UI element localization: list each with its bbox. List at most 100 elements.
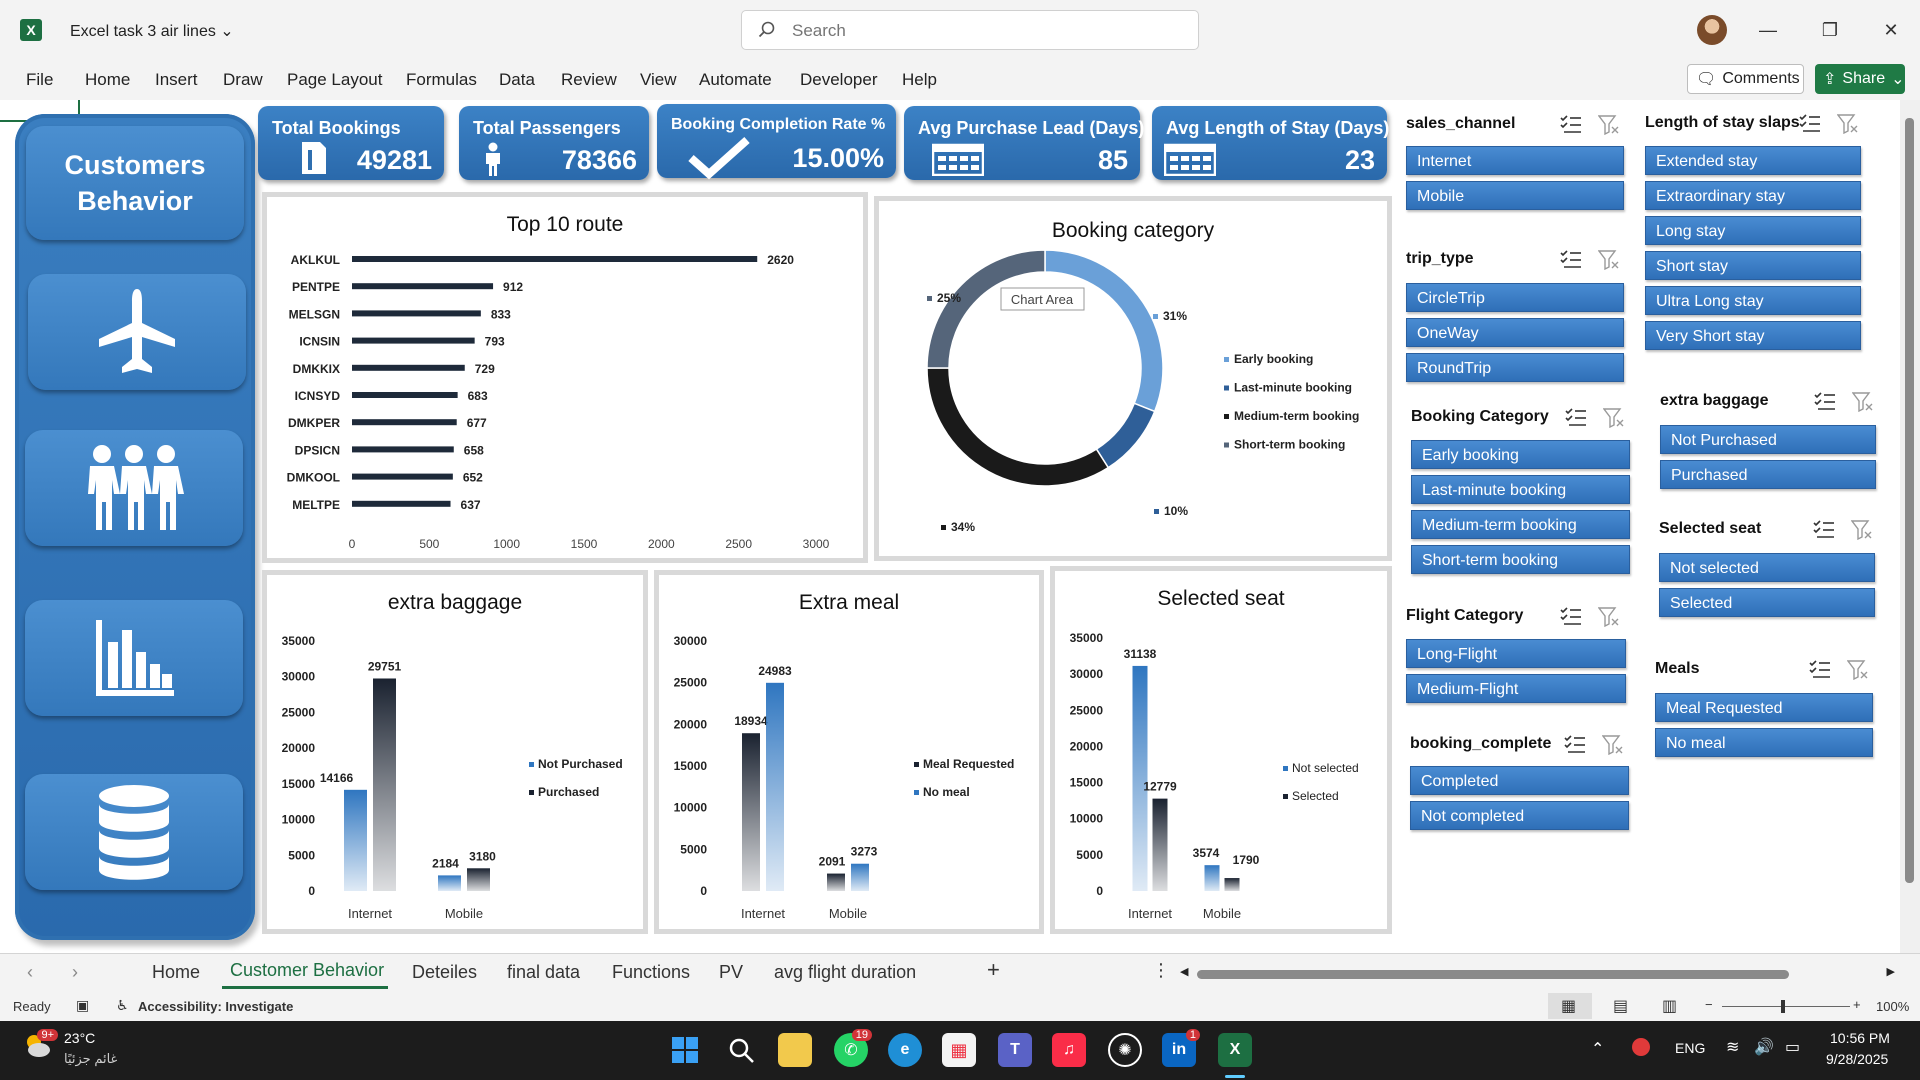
slicer-item[interactable]: Not selected bbox=[1659, 553, 1875, 582]
multi-select-icon[interactable] bbox=[1809, 660, 1831, 680]
slicer-item[interactable]: Selected bbox=[1659, 588, 1875, 617]
scroll-left-icon[interactable]: ◀ bbox=[1180, 966, 1189, 978]
route-bar[interactable] bbox=[352, 500, 451, 507]
bar[interactable] bbox=[467, 868, 490, 891]
slicer-item[interactable]: Meal Requested bbox=[1655, 693, 1873, 722]
menu-automate[interactable]: Automate bbox=[699, 70, 772, 89]
bar[interactable] bbox=[827, 873, 845, 891]
menu-home[interactable]: Home bbox=[85, 70, 131, 89]
clear-filter-icon[interactable] bbox=[1598, 115, 1620, 135]
whatsapp-icon[interactable]: ✆ 19 bbox=[834, 1029, 872, 1067]
start-icon[interactable] bbox=[668, 1033, 702, 1067]
slicer-item[interactable]: Purchased bbox=[1660, 460, 1876, 489]
selected-seat-chart[interactable]: Selected seat 0 5000 10000 15000 20000 25000 3… bbox=[1050, 566, 1392, 934]
slicer-item[interactable]: Not Purchased bbox=[1660, 425, 1876, 454]
bar[interactable] bbox=[1204, 865, 1220, 891]
menu-view[interactable]: View bbox=[640, 70, 677, 89]
tab-customer-behavior[interactable]: Customer Behavior bbox=[230, 960, 385, 980]
wifi-icon[interactable]: ≋ bbox=[1726, 1039, 1740, 1056]
clear-filter-icon[interactable] bbox=[1847, 660, 1869, 680]
route-bar[interactable] bbox=[352, 392, 458, 398]
slicer-item[interactable]: Extraordinary stay bbox=[1645, 181, 1861, 210]
slicer-item[interactable]: OneWay bbox=[1406, 318, 1624, 347]
donut-slice[interactable] bbox=[1095, 402, 1156, 469]
slicer-item[interactable]: CircleTrip bbox=[1406, 283, 1624, 312]
route-bar[interactable] bbox=[352, 337, 475, 344]
music-icon[interactable]: ♫ bbox=[1052, 1033, 1086, 1067]
clear-filter-icon[interactable] bbox=[1598, 607, 1620, 627]
route-bar[interactable] bbox=[352, 310, 481, 317]
bar[interactable] bbox=[742, 733, 760, 891]
bar[interactable] bbox=[766, 682, 784, 891]
menu-insert[interactable]: Insert bbox=[155, 70, 198, 89]
language-indicator[interactable]: ENG bbox=[1675, 1040, 1706, 1056]
slicer-item[interactable]: Not completed bbox=[1410, 801, 1629, 830]
donut-slice[interactable] bbox=[1044, 249, 1164, 413]
route-bar[interactable] bbox=[352, 419, 457, 426]
tab-functions[interactable]: Functions bbox=[612, 962, 691, 982]
tab-deteiles[interactable]: Deteiles bbox=[412, 962, 478, 982]
page-break-view-icon[interactable]: ▥ bbox=[1662, 998, 1678, 1015]
clear-filter-icon[interactable] bbox=[1837, 114, 1859, 134]
multi-select-icon[interactable] bbox=[1565, 408, 1587, 428]
bar[interactable] bbox=[1224, 878, 1240, 891]
bar[interactable] bbox=[1152, 798, 1168, 891]
slicer-item[interactable]: Long stay bbox=[1645, 216, 1861, 245]
slicer-item[interactable]: Completed bbox=[1410, 766, 1629, 795]
slicer-item[interactable]: Medium-term booking bbox=[1411, 510, 1630, 539]
multi-select-icon[interactable] bbox=[1560, 115, 1582, 135]
extra-meal-chart[interactable]: Extra meal 0 5000 10000 15000 20000 25000 3000… bbox=[654, 570, 1044, 934]
document-title[interactable]: Excel task 3 air lines ⌄ bbox=[70, 21, 234, 41]
slicer-item[interactable]: Early booking bbox=[1411, 440, 1630, 469]
bar[interactable] bbox=[344, 789, 367, 891]
slicer-item[interactable]: Internet bbox=[1406, 146, 1624, 175]
chatgpt-icon[interactable]: ✺ bbox=[1108, 1033, 1142, 1067]
comments-button[interactable]: 🗨 Comments bbox=[1687, 64, 1804, 94]
tab-scroll-left-icon[interactable]: ‹ bbox=[27, 962, 33, 982]
slicer-item[interactable]: Long-Flight bbox=[1406, 639, 1626, 668]
page-layout-view-icon[interactable]: ▤ bbox=[1613, 998, 1629, 1015]
multi-select-icon[interactable] bbox=[1560, 607, 1582, 627]
linkedin-icon[interactable]: in 1 bbox=[1162, 1029, 1200, 1067]
menu-help[interactable]: Help bbox=[902, 70, 937, 89]
donut-slice[interactable] bbox=[926, 249, 1046, 369]
menu-formulas[interactable]: Formulas bbox=[406, 70, 477, 89]
teams-icon[interactable]: T bbox=[998, 1033, 1032, 1067]
clock-time[interactable]: 10:56 PM bbox=[1830, 1030, 1890, 1046]
slicer-item[interactable]: Medium-Flight bbox=[1406, 674, 1626, 703]
slicer-item[interactable]: Short stay bbox=[1645, 251, 1861, 280]
clear-filter-icon[interactable] bbox=[1603, 408, 1625, 428]
multi-select-icon[interactable] bbox=[1799, 114, 1821, 134]
tab-home[interactable]: Home bbox=[152, 962, 201, 982]
nav-customers-button[interactable] bbox=[25, 430, 243, 546]
menu-review[interactable]: Review bbox=[561, 70, 617, 89]
clear-filter-icon[interactable] bbox=[1602, 735, 1624, 755]
avatar[interactable] bbox=[1697, 15, 1727, 45]
horizontal-scroll-thumb[interactable] bbox=[1197, 970, 1789, 979]
more-options-icon[interactable]: ⋮ bbox=[1152, 960, 1170, 980]
bar[interactable] bbox=[851, 863, 869, 891]
tab-avg-flight-duration[interactable]: avg flight duration bbox=[774, 962, 917, 982]
scroll-right-icon[interactable]: ▶ bbox=[1886, 966, 1895, 978]
multi-select-icon[interactable] bbox=[1560, 250, 1582, 270]
close-icon[interactable]: ✕ bbox=[1883, 19, 1899, 40]
route-bar[interactable] bbox=[352, 256, 758, 262]
top-routes-chart[interactable]: Top 10 route AKLKUL 2620 PENTPE 912 MELSGN 83… bbox=[262, 192, 868, 563]
volume-icon[interactable]: 🔊 bbox=[1754, 1039, 1774, 1056]
restore-icon[interactable]: ❐ bbox=[1821, 19, 1839, 40]
tab-scroll-right-icon[interactable]: › bbox=[72, 962, 78, 982]
normal-view-button[interactable] bbox=[1548, 993, 1592, 1019]
nav-flights-button[interactable] bbox=[28, 274, 246, 390]
route-bar[interactable] bbox=[352, 364, 465, 371]
nav-analytics-button[interactable] bbox=[25, 600, 243, 716]
share-button[interactable]: ⇪ Share ⌄ bbox=[1815, 64, 1905, 94]
accessibility-icon[interactable]: ♿ bbox=[116, 997, 129, 1013]
vertical-scroll-thumb[interactable] bbox=[1905, 118, 1914, 883]
clear-filter-icon[interactable] bbox=[1852, 392, 1874, 412]
battery-icon[interactable]: ▭ bbox=[1785, 1039, 1801, 1056]
slicer-item[interactable]: Ultra Long stay bbox=[1645, 286, 1861, 315]
store-icon[interactable]: ▦ bbox=[942, 1033, 976, 1067]
donut-slice[interactable] bbox=[926, 367, 1110, 487]
menu-developer[interactable]: Developer bbox=[800, 70, 878, 89]
search-input[interactable] bbox=[792, 19, 1172, 43]
